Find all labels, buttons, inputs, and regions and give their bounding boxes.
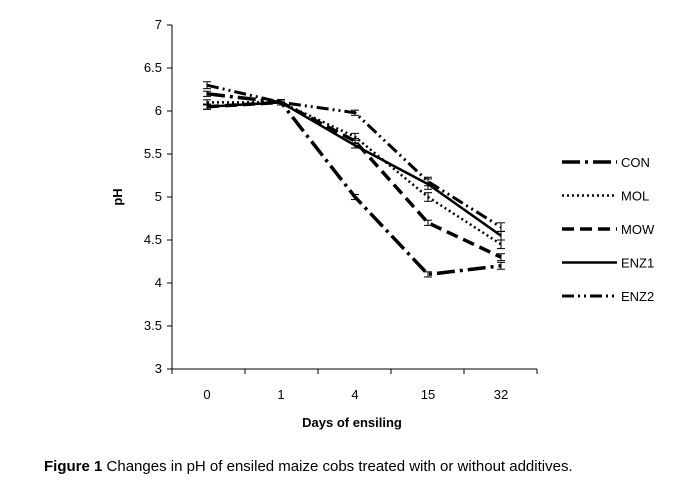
series-layer <box>203 81 505 278</box>
legend-item-con: CON <box>562 155 650 170</box>
legend-label-con: CON <box>621 155 650 170</box>
legend-item-mol: MOL <box>562 189 649 204</box>
x-tick-label: 1 <box>277 387 284 402</box>
error-bar-mow <box>424 219 432 226</box>
x-tick-label: 32 <box>494 387 508 402</box>
error-bar-enz1 <box>203 103 211 110</box>
y-tick-label: 5.5 <box>144 146 162 161</box>
error-bar-mow <box>497 253 505 262</box>
legend-item-enz1: ENZ1 <box>562 256 654 271</box>
series-line-mow <box>206 100 502 259</box>
legend-label-mow: MOW <box>621 222 655 237</box>
y-tick-label: 4 <box>155 275 162 290</box>
y-tick-label: 5 <box>155 189 162 204</box>
error-bar-con <box>203 90 211 97</box>
y-tick-label: 7 <box>155 17 162 32</box>
x-axis-label: Days of ensiling <box>302 415 402 430</box>
series-mol <box>203 99 505 250</box>
y-tick-label: 6.5 <box>144 60 162 75</box>
series-mow <box>203 99 505 262</box>
y-tick-label: 3.5 <box>144 318 162 333</box>
error-bar-con <box>351 193 359 201</box>
caption-label: Figure 1 <box>44 458 103 475</box>
y-tick-label: 3 <box>155 361 162 376</box>
series-line-con <box>206 92 502 277</box>
error-bar-con <box>424 271 432 278</box>
series-line-enz1 <box>206 101 502 237</box>
series-enz2 <box>203 81 505 232</box>
error-bar-con <box>497 261 505 270</box>
x-tick-label: 0 <box>203 387 210 402</box>
error-bar-enz2 <box>277 99 285 106</box>
figure-caption: Figure 1 Changes in pH of ensiled maize … <box>44 458 694 475</box>
series-enz1 <box>203 99 505 241</box>
legend: CON MOL MOW ENZ1 ENZ2 <box>562 155 655 304</box>
legend-label-enz2: ENZ2 <box>621 289 654 304</box>
error-bar-enz2 <box>424 176 432 187</box>
error-bar-enz2 <box>203 81 211 90</box>
legend-item-enz2: ENZ2 <box>562 289 654 304</box>
error-bar-mol <box>497 239 505 250</box>
series-line-mol <box>207 101 502 246</box>
error-bar-enz2 <box>497 222 505 232</box>
caption-text: Changes in pH of ensiled maize cobs trea… <box>102 458 573 475</box>
x-tick-label: 15 <box>421 387 435 402</box>
x-tick-label: 4 <box>351 387 358 402</box>
axes: 3 3.5 4 4.5 5 5.5 6 6.5 7 0 1 4 15 32 <box>144 17 538 402</box>
series-con <box>203 90 505 278</box>
y-tick-label: 4.5 <box>144 232 162 247</box>
y-axis-label: pH <box>110 188 125 205</box>
error-bar-enz1 <box>351 142 359 149</box>
error-bar-enz2 <box>351 109 359 116</box>
ph-line-chart: 3 3.5 4 4.5 5 5.5 6 6.5 7 0 1 4 15 32 CON MOL MOW ENZ1 EN… <box>110 17 655 430</box>
legend-label-mol: MOL <box>621 189 649 204</box>
legend-label-enz1: ENZ1 <box>621 256 654 271</box>
legend-item-mow: MOW <box>562 222 655 237</box>
y-tick-label: 6 <box>155 103 162 118</box>
error-bar-mol <box>424 192 432 202</box>
